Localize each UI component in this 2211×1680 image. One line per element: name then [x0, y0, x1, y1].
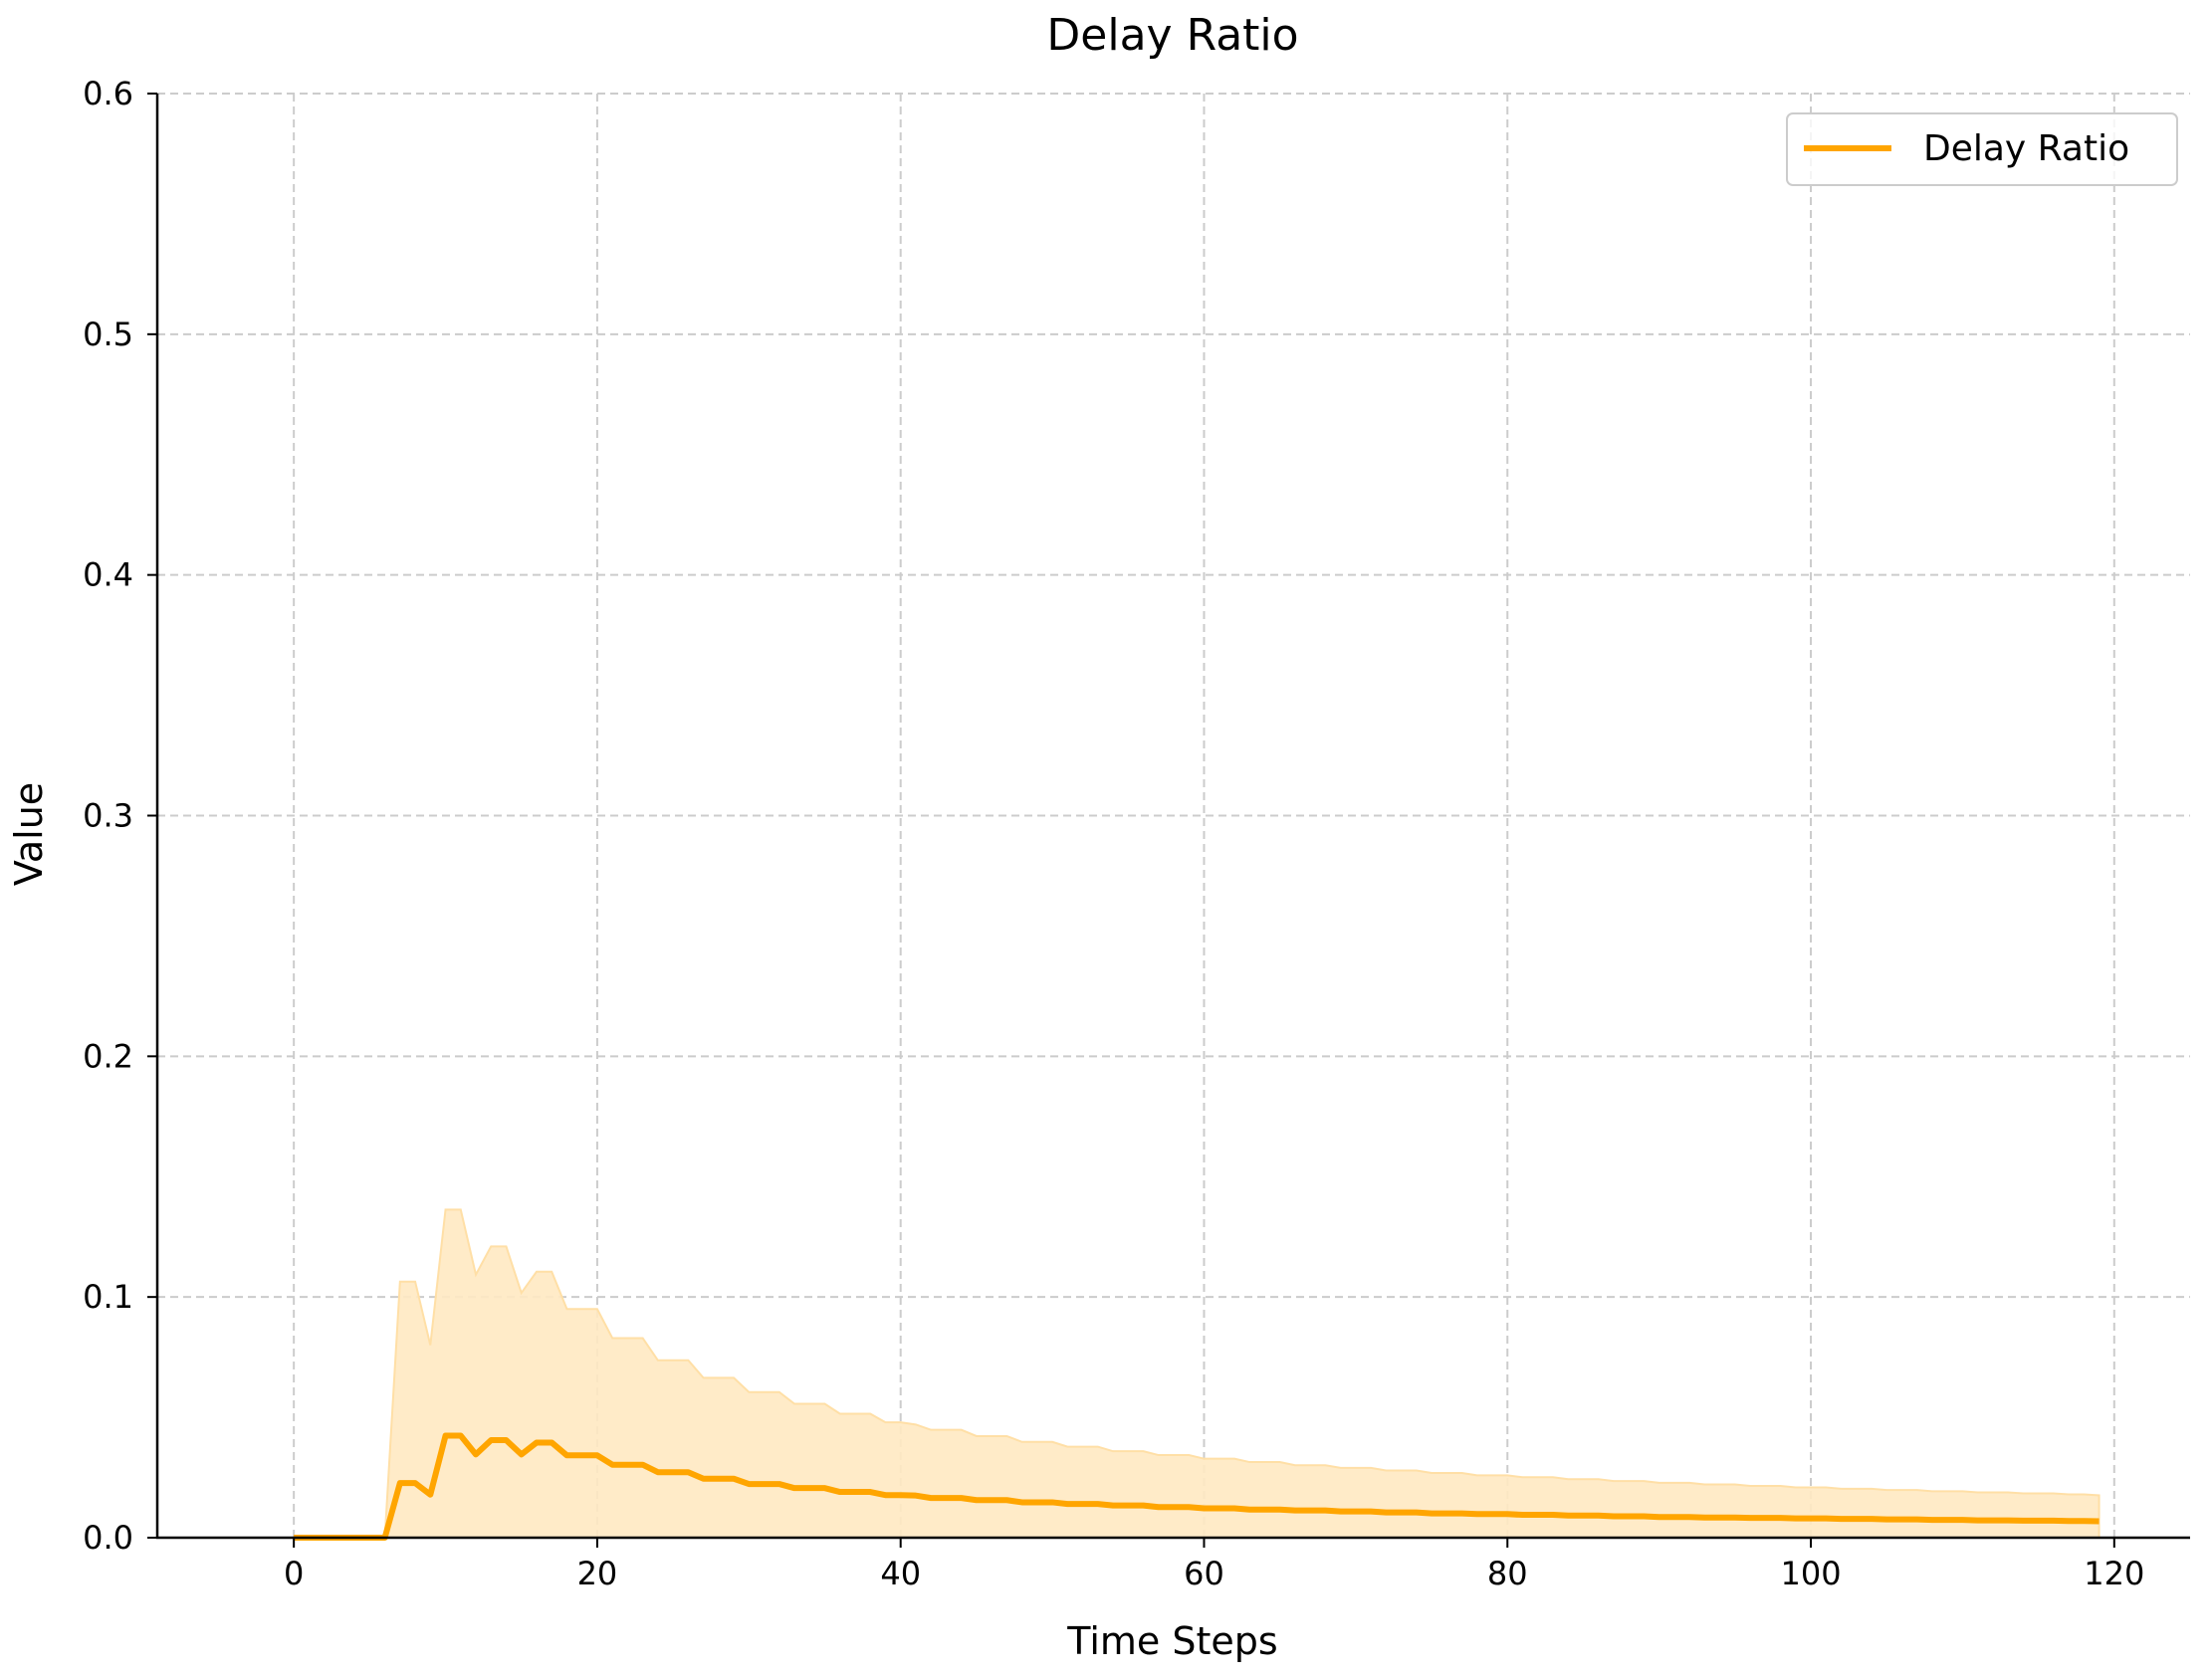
x-tick-label-2: 40 — [880, 1555, 921, 1592]
y-tick-label-5: 0.5 — [83, 315, 133, 353]
legend-label-delay-ratio: Delay Ratio — [1923, 128, 2129, 169]
confidence-band — [294, 1208, 2100, 1539]
y-tick-label-1: 0.1 — [83, 1278, 133, 1316]
y-tick-label-0: 0.0 — [83, 1519, 133, 1557]
x-tick-label-3: 60 — [1184, 1555, 1224, 1592]
legend-box — [1786, 112, 2178, 186]
series-lines — [294, 1432, 2100, 1541]
x-tick-label-0: 0 — [284, 1555, 304, 1592]
legend: Delay Ratio — [1786, 112, 2178, 186]
y-tick-label-2: 0.2 — [83, 1037, 133, 1075]
series-line-0 — [294, 1432, 2100, 1541]
x-tick-label-6: 120 — [2084, 1555, 2144, 1592]
x-axis-title: Time Steps — [1066, 1619, 1277, 1663]
x-tick-label-1: 20 — [577, 1555, 618, 1592]
y-tick-label-6: 0.6 — [83, 75, 133, 112]
x-tick-label-5: 100 — [1780, 1555, 1841, 1592]
x-tick-label-4: 80 — [1487, 1555, 1528, 1592]
chart-title: Delay Ratio — [1046, 10, 1298, 61]
x-ticks: 0 20 40 60 80 100 120 — [284, 1538, 2144, 1592]
y-tick-label-3: 0.3 — [83, 797, 133, 835]
y-axis-title: Value — [7, 782, 51, 886]
y-tick-label-4: 0.4 — [83, 556, 133, 594]
series-band-0 — [294, 1208, 2100, 1539]
y-ticks: 0.0 0.1 0.2 0.3 0.4 0.5 0.6 — [83, 75, 157, 1557]
